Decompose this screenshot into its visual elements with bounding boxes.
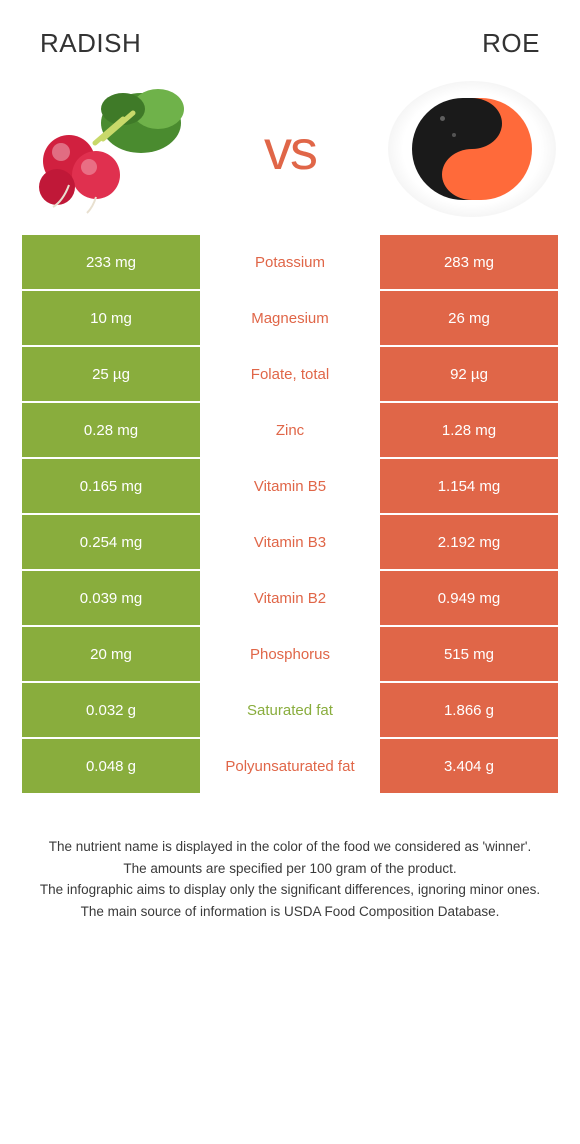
header: RADISH ROE (0, 0, 580, 73)
table-row: 233 mgPotassium283 mg (22, 235, 558, 289)
left-value: 0.039 mg (22, 571, 200, 625)
footer-line: The main source of information is USDA F… (22, 902, 558, 922)
nutrient-name: Potassium (200, 235, 380, 289)
left-value: 0.28 mg (22, 403, 200, 457)
infographic: RADISH ROE vs (0, 0, 580, 921)
right-value: 2.192 mg (380, 515, 558, 569)
left-value: 20 mg (22, 627, 200, 681)
nutrient-name: Saturated fat (200, 683, 380, 737)
right-value: 26 mg (380, 291, 558, 345)
radish-image (18, 79, 198, 219)
table-row: 0.032 gSaturated fat1.866 g (22, 683, 558, 737)
right-value: 0.949 mg (380, 571, 558, 625)
right-value: 92 µg (380, 347, 558, 401)
right-value: 283 mg (380, 235, 558, 289)
left-value: 233 mg (22, 235, 200, 289)
table-row: 0.039 mgVitamin B20.949 mg (22, 571, 558, 625)
nutrient-name: Magnesium (200, 291, 380, 345)
left-value: 0.048 g (22, 739, 200, 793)
left-value: 10 mg (22, 291, 200, 345)
vs-label: vs (264, 117, 316, 182)
nutrient-table: 233 mgPotassium283 mg10 mgMagnesium26 mg… (22, 235, 558, 793)
footer-line: The amounts are specified per 100 gram o… (22, 859, 558, 879)
right-value: 3.404 g (380, 739, 558, 793)
images-row: vs (0, 73, 580, 235)
footer-line: The infographic aims to display only the… (22, 880, 558, 900)
right-value: 1.866 g (380, 683, 558, 737)
nutrient-name: Vitamin B5 (200, 459, 380, 513)
table-row: 20 mgPhosphorus515 mg (22, 627, 558, 681)
right-food-title: ROE (482, 28, 540, 59)
nutrient-name: Folate, total (200, 347, 380, 401)
right-value: 515 mg (380, 627, 558, 681)
roe-image (382, 79, 562, 219)
nutrient-name: Vitamin B3 (200, 515, 380, 569)
right-value: 1.28 mg (380, 403, 558, 457)
left-food-title: RADISH (40, 28, 141, 59)
nutrient-name: Polyunsaturated fat (200, 739, 380, 793)
table-row: 0.254 mgVitamin B32.192 mg (22, 515, 558, 569)
table-row: 0.28 mgZinc1.28 mg (22, 403, 558, 457)
table-row: 25 µgFolate, total92 µg (22, 347, 558, 401)
right-value: 1.154 mg (380, 459, 558, 513)
nutrient-name: Phosphorus (200, 627, 380, 681)
left-value: 0.165 mg (22, 459, 200, 513)
footer-line: The nutrient name is displayed in the co… (22, 837, 558, 857)
left-value: 25 µg (22, 347, 200, 401)
table-row: 10 mgMagnesium26 mg (22, 291, 558, 345)
nutrient-name: Vitamin B2 (200, 571, 380, 625)
footer-notes: The nutrient name is displayed in the co… (22, 837, 558, 921)
left-value: 0.254 mg (22, 515, 200, 569)
left-value: 0.032 g (22, 683, 200, 737)
nutrient-name: Zinc (200, 403, 380, 457)
table-row: 0.165 mgVitamin B51.154 mg (22, 459, 558, 513)
table-row: 0.048 gPolyunsaturated fat3.404 g (22, 739, 558, 793)
